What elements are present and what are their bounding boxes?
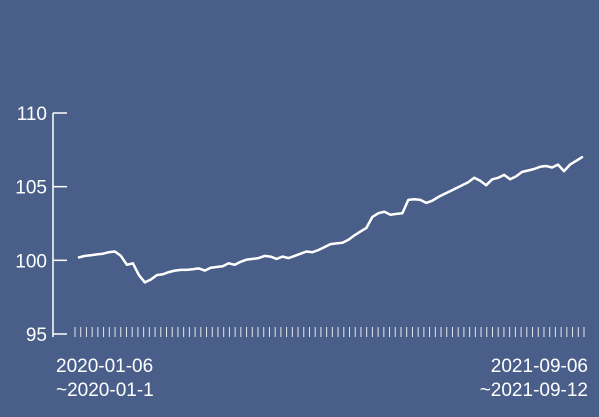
- y-tick-label: 100: [15, 251, 47, 272]
- x-end-date-line2: ~2021-09-12: [479, 380, 588, 401]
- y-tick-label: 110: [17, 104, 47, 125]
- x-start-date-label: 2020-01-06 ~2020-01-1: [56, 355, 154, 403]
- x-start-date-line2: ~2020-01-1: [56, 380, 154, 401]
- y-tick-label: 95: [26, 325, 47, 346]
- y-tick-label: 105: [15, 178, 47, 199]
- x-start-date-line1: 2020-01-06: [56, 356, 154, 377]
- series-line: [77, 155, 584, 284]
- y-axis-ticks: 95 100 105 110: [15, 104, 67, 346]
- x-axis-ticks: [74, 327, 585, 337]
- x-end-date-line1: 2021-09-06: [490, 356, 588, 377]
- x-end-date-label: 2021-09-06 ~2021-09-12: [480, 355, 588, 403]
